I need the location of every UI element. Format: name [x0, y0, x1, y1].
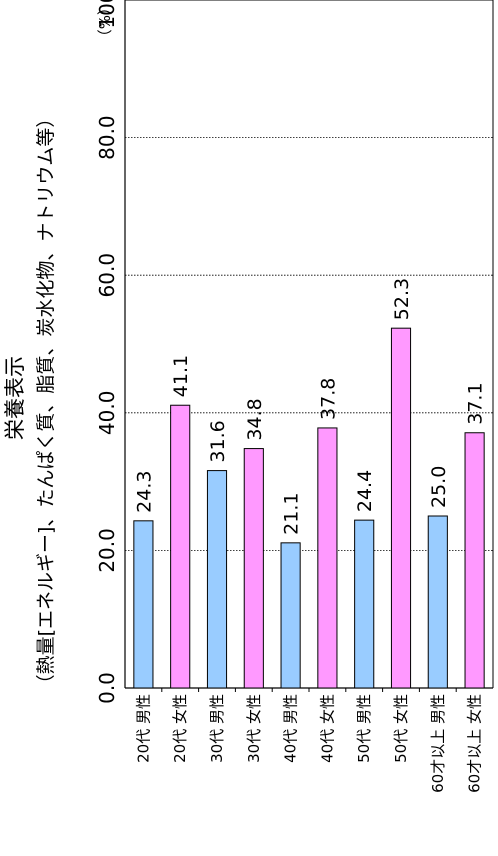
category-label: 60才以上 女性 — [466, 694, 484, 793]
category-label: 20代 男性 — [134, 694, 152, 763]
value-label: 52.3 — [391, 278, 413, 320]
y-tick-label: 0.0 — [95, 672, 119, 704]
category-label: 40代 男性 — [282, 694, 300, 763]
bar — [354, 519, 375, 689]
value-label: 41.1 — [170, 355, 192, 397]
value-label: 37.8 — [317, 378, 339, 420]
category-label: 50代 男性 — [355, 694, 373, 763]
value-label: 21.1 — [281, 493, 303, 535]
y-tick-label: 80.0 — [95, 115, 119, 160]
category-label: 50代 女性 — [392, 694, 410, 763]
value-label: 34.8 — [244, 398, 266, 440]
category-label: 60才以上 男性 — [429, 694, 447, 793]
category-label: 30代 女性 — [245, 694, 263, 763]
y-tick-label: 60.0 — [95, 253, 119, 298]
bar — [170, 404, 191, 689]
category-labels: 20代 男性 20代 女性 30代 男性 30代 女性 40代 男性 40代 女性 50代 … — [134, 694, 483, 793]
value-label: 31.6 — [207, 420, 229, 462]
value-label: 37.1 — [465, 382, 487, 424]
category-label: 30代 男性 — [208, 694, 226, 763]
bar — [427, 515, 448, 689]
y-tick-labels: 0.0 20.0 40.0 60.0 80.0 100.0 — [95, 0, 119, 704]
value-label: 24.3 — [133, 471, 155, 513]
y-tick-label: 20.0 — [95, 528, 119, 573]
y-tick-label: 100.0 — [95, 0, 119, 29]
bar — [243, 448, 264, 689]
chart-rotated-group: 栄養表示 （熱量[エネルギー]、たんぱく質、脂質、炭水化物、ナトリウム等） （%… — [3, 0, 494, 793]
bar — [464, 432, 485, 689]
y-tick-label: 40.0 — [95, 391, 119, 436]
category-label: 20代 女性 — [171, 694, 189, 763]
bars — [133, 327, 485, 689]
bar — [133, 520, 154, 689]
grid-lines — [124, 0, 494, 692]
bar — [390, 327, 412, 689]
value-label: 24.4 — [354, 470, 376, 512]
chart-subtitle: （熱量[エネルギー]、たんぱく質、脂質、炭水化物、ナトリウム等） — [35, 109, 57, 694]
unit-label: （%） — [96, 0, 114, 44]
chart-title: 栄養表示 — [3, 356, 27, 440]
bar — [280, 542, 301, 689]
value-label: 25.0 — [428, 466, 450, 508]
value-labels: 24.3 41.1 31.6 34.8 21.1 37.8 24.4 52.3 25.0 37.1 — [133, 278, 486, 535]
bar — [317, 427, 338, 689]
bar — [206, 470, 228, 689]
category-label: 40代 女性 — [318, 694, 336, 763]
